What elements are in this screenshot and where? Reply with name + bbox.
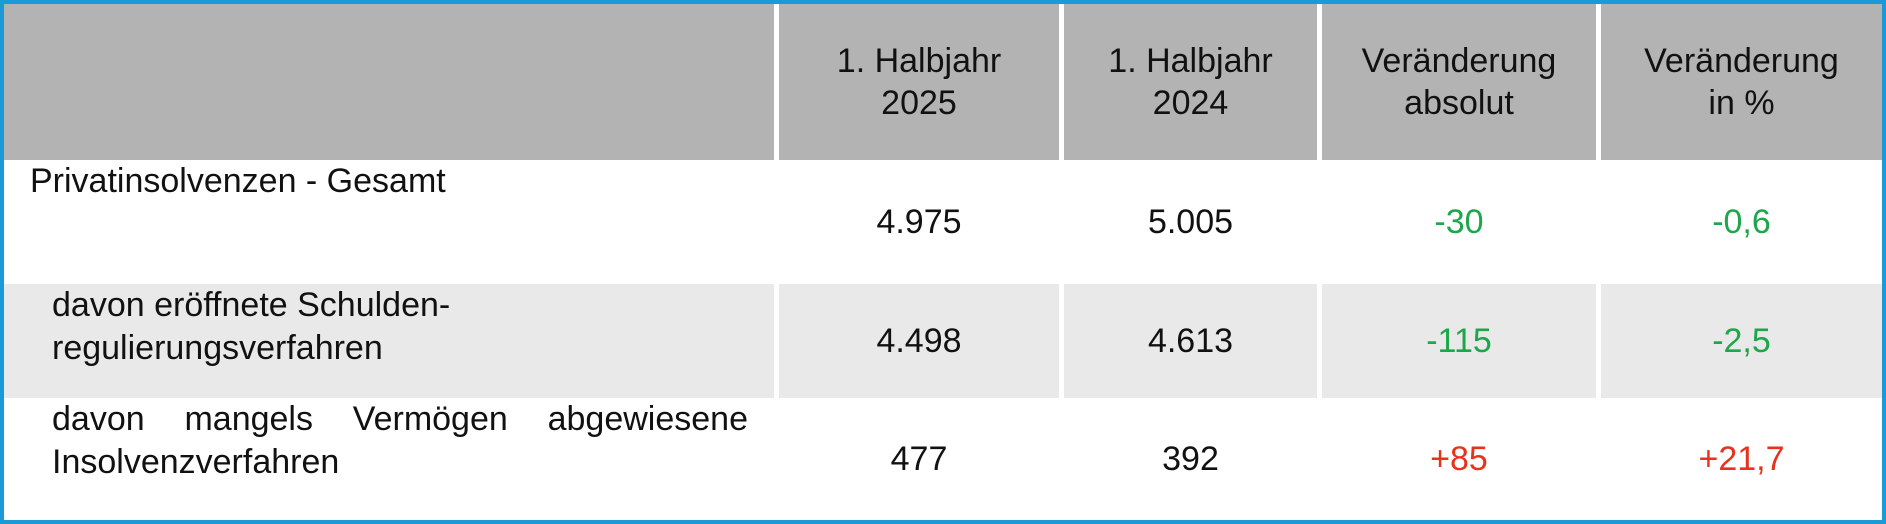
value-cell: -2,5 bbox=[1601, 284, 1882, 398]
label-text: Privatinsolvenzen - Gesamt bbox=[30, 162, 446, 200]
label-text: Insolvenzverfahren bbox=[52, 442, 340, 481]
value-text: 4.975 bbox=[876, 202, 962, 241]
header-cell: 1. Halbjahr 2024 bbox=[1064, 4, 1317, 160]
header-text: in % bbox=[1708, 84, 1775, 122]
header-text: Veränderung bbox=[1361, 41, 1557, 80]
value-cell: -30 bbox=[1322, 160, 1596, 284]
label-text: davon eröffnete Schulden- bbox=[52, 286, 451, 324]
value-cell: 5.005 bbox=[1064, 160, 1317, 284]
value-cell: +85 bbox=[1322, 398, 1596, 520]
value-text: 4.498 bbox=[876, 321, 962, 360]
value-cell: -115 bbox=[1322, 284, 1596, 398]
row-label: davon eröffnete Schulden-regulierungsver… bbox=[4, 284, 774, 398]
value-text: 5.005 bbox=[1147, 202, 1234, 241]
label-text: regulierungsverfahren bbox=[52, 328, 383, 367]
value-text: +85 bbox=[1430, 439, 1488, 478]
value-cell: 4.975 bbox=[779, 160, 1059, 284]
header-corner bbox=[4, 4, 774, 160]
header-text: 2024 bbox=[1152, 84, 1229, 122]
value-text: 477 bbox=[890, 439, 948, 478]
value-text: -30 bbox=[1434, 202, 1484, 241]
value-cell: 392 bbox=[1064, 398, 1317, 520]
header-cell: Veränderung in % bbox=[1601, 4, 1882, 160]
value-text: 392 bbox=[1162, 439, 1219, 478]
label-text: davon mangels Vermögen abgewiesene bbox=[52, 400, 748, 438]
header-text: 1. Halbjahr bbox=[836, 41, 1002, 80]
value-text: 4.613 bbox=[1147, 321, 1234, 360]
value-cell: 4.498 bbox=[779, 284, 1059, 398]
row-label: Privatinsolvenzen - Gesamt bbox=[4, 160, 774, 284]
value-text: +21,7 bbox=[1698, 439, 1785, 478]
header-cell: 1. Halbjahr 2025 bbox=[779, 4, 1059, 160]
value-text: -2,5 bbox=[1712, 321, 1771, 360]
header-text: absolut bbox=[1404, 84, 1514, 122]
value-text: -0,6 bbox=[1712, 202, 1771, 241]
row-label: davon mangels Vermögen abgewiesene Insolv… bbox=[4, 398, 774, 520]
value-cell: 4.613 bbox=[1064, 284, 1317, 398]
header-text: 2025 bbox=[881, 84, 957, 122]
value-cell: +21,7 bbox=[1601, 398, 1882, 520]
header-text: 1. Halbjahr bbox=[1108, 41, 1273, 80]
value-cell: 477 bbox=[779, 398, 1059, 520]
header-cell: Veränderung absolut bbox=[1322, 4, 1596, 160]
value-cell: -0,6 bbox=[1601, 160, 1882, 284]
value-text: -115 bbox=[1426, 321, 1492, 360]
header-text: Veränderung bbox=[1644, 41, 1839, 80]
